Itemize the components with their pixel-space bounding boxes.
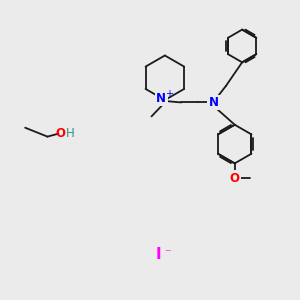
Text: H: H [66,127,75,140]
Text: O: O [230,172,240,185]
Text: N: N [156,92,166,105]
Text: I: I [156,247,162,262]
Text: O: O [55,127,65,140]
Text: N: N [209,96,219,109]
Text: ⁻: ⁻ [164,248,171,260]
Text: +: + [165,89,173,99]
